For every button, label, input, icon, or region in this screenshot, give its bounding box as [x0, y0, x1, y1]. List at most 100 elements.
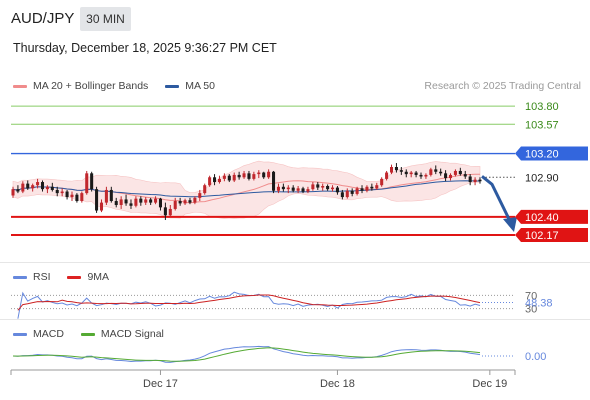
candle-body: [193, 197, 197, 203]
candle-body: [444, 173, 448, 179]
rsi-pane-divider: [0, 262, 590, 263]
candle-body: [399, 170, 403, 172]
candle-body: [183, 200, 187, 204]
candle-body: [95, 189, 99, 211]
legend-label-rsi-ma: 9MA: [87, 271, 110, 283]
rsi-ma-swatch: [67, 275, 82, 279]
candle-body: [448, 174, 453, 179]
candle-body: [276, 186, 280, 191]
price-label-last-tag: [515, 170, 588, 185]
price-label-support-5-tag: [515, 228, 588, 243]
price-label-resistance: 103.20: [525, 149, 559, 161]
legend-label-rsi: RSI: [33, 271, 51, 283]
candle-body: [267, 171, 271, 178]
legend-label-macd-signal: MACD Signal: [100, 328, 164, 340]
research-credit: Research © 2025 Trading Central: [424, 80, 581, 92]
price-label-support-4-tag: [515, 209, 588, 224]
candle-body: [104, 189, 108, 203]
ma20-swatch: [13, 84, 27, 88]
candle-body: [478, 179, 482, 182]
candle-body: [257, 172, 261, 175]
price-label-target-0: 103.80: [525, 101, 559, 113]
legend-item-rsi-ma: 9MA: [67, 271, 109, 283]
rsi-swatch: [13, 275, 27, 279]
candle-body: [139, 198, 143, 203]
candle-body: [306, 189, 310, 192]
timeframe-badge[interactable]: 30 MIN: [80, 7, 131, 31]
legend-item-ma50: MA 50: [165, 80, 215, 92]
candle-body: [217, 178, 221, 183]
candle-body: [26, 183, 30, 189]
x-axis-label-2: Dec 19: [472, 378, 507, 390]
candle-body: [114, 201, 118, 205]
candle-body: [355, 188, 359, 194]
candle-body: [168, 208, 172, 216]
candle-body: [458, 170, 462, 175]
candle-body: [335, 187, 339, 193]
candle-body: [380, 178, 384, 186]
candle-body: [385, 172, 389, 179]
candle-body: [409, 172, 413, 175]
candle-body: [345, 190, 349, 198]
candle-body: [99, 202, 104, 211]
candle-body: [262, 172, 266, 178]
candle-body: [252, 174, 256, 179]
candle-body: [144, 199, 148, 203]
candle-body: [178, 201, 182, 204]
candle-body: [424, 174, 428, 177]
candle-body: [463, 174, 467, 177]
macd-legend: MACD MACD Signal: [13, 328, 178, 340]
ma50-line: [12, 180, 481, 198]
candle-body: [40, 182, 45, 190]
macd-current-label: 0.00: [525, 351, 546, 363]
candle-body: [237, 174, 241, 178]
candle-body: [222, 175, 226, 179]
candle-body: [375, 185, 379, 189]
rsi-current-label: 48.38: [525, 298, 553, 310]
candle-body: [321, 185, 325, 188]
chart-header: AUD/JPY 30 MIN: [0, 0, 590, 36]
candle-body: [473, 179, 477, 183]
candle-body: [129, 203, 133, 206]
x-axis-label-0: Dec 17: [143, 378, 178, 390]
candle-body: [65, 191, 69, 198]
macd-pane-divider: [0, 319, 590, 320]
projection-arrowhead: [503, 217, 517, 233]
rsi-legend: RSI 9MA: [13, 271, 123, 283]
rsi-ma-line: [17, 294, 481, 311]
candle-body: [365, 186, 369, 191]
candle-body: [394, 167, 398, 171]
candle-body: [154, 198, 158, 203]
candle-body: [55, 189, 59, 194]
symbol-title: AUD/JPY: [11, 10, 75, 27]
candle-body: [434, 169, 438, 172]
candle-body: [36, 182, 40, 186]
candle-body: [281, 186, 285, 190]
candle-body: [419, 174, 423, 177]
legend-item-macd: MACD: [13, 328, 64, 340]
candle-body: [414, 172, 418, 175]
candle-body: [453, 170, 457, 175]
legend-label-ma20: MA 20 + Bollinger Bands: [33, 80, 149, 92]
legend-label-ma50: MA 50: [185, 80, 215, 92]
candle-body: [247, 173, 251, 179]
price-label-resistance-tag: [515, 146, 588, 161]
candle-body: [85, 173, 89, 194]
legend-label-macd: MACD: [33, 328, 64, 340]
candle-body: [124, 199, 128, 204]
candle-body: [296, 188, 300, 191]
candle-body: [272, 171, 276, 191]
price-label-target-1: 103.57: [525, 119, 559, 131]
candle-body: [60, 191, 64, 194]
candle-body: [350, 190, 354, 194]
candle-body: [311, 184, 315, 190]
candle-body: [340, 192, 344, 198]
price-label-support-4: 102.40: [525, 212, 559, 224]
candle-body: [439, 171, 443, 174]
legend-item-rsi: RSI: [13, 271, 51, 283]
candle-body: [429, 169, 433, 175]
candle-body: [21, 183, 25, 192]
candle-body: [326, 185, 330, 190]
candle-body: [291, 187, 295, 191]
